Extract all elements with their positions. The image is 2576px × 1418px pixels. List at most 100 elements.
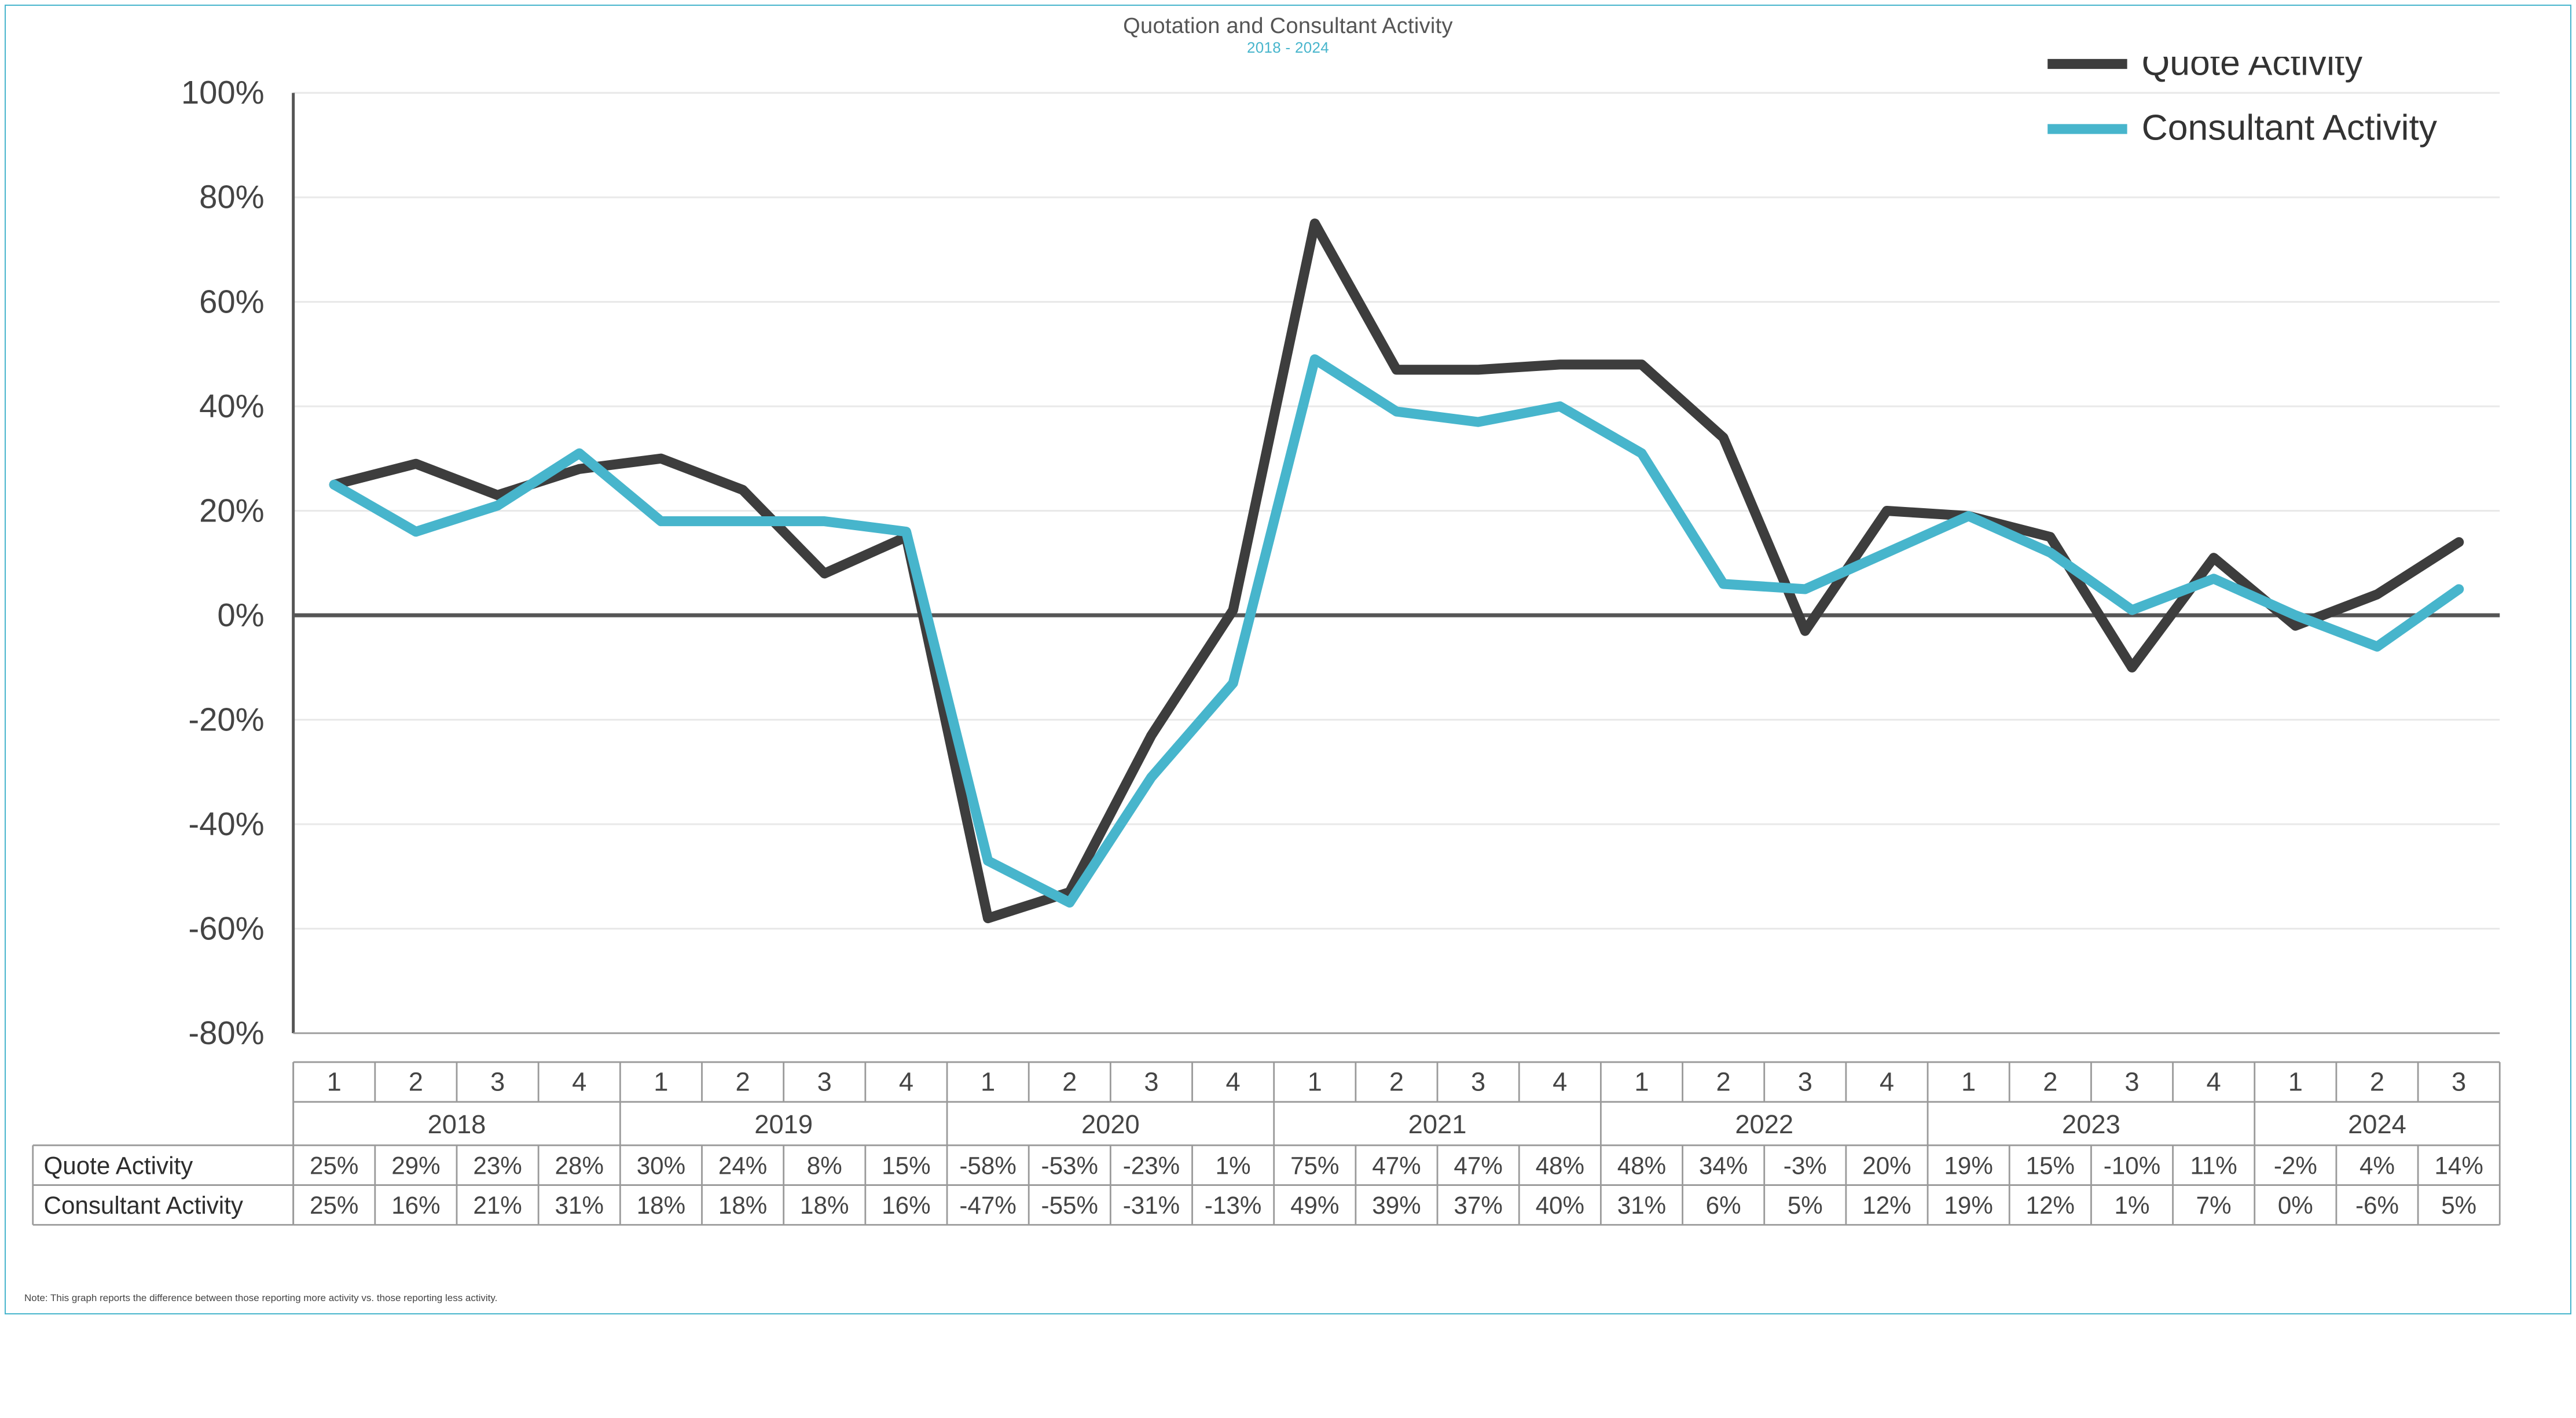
year-label: 2023 bbox=[2062, 1110, 2120, 1139]
chart-title: Quotation and Consultant Activity bbox=[22, 14, 2554, 39]
table-cell: -31% bbox=[1123, 1192, 1180, 1219]
legend-label: Quote Activity bbox=[2142, 57, 2364, 83]
quarter-label: 4 bbox=[572, 1067, 586, 1097]
quarter-label: 4 bbox=[1553, 1067, 1567, 1097]
table-cell: 14% bbox=[2434, 1152, 2483, 1179]
quarter-label: 2 bbox=[735, 1067, 750, 1097]
table-cell: 25% bbox=[310, 1152, 358, 1179]
y-tick-label: -40% bbox=[188, 806, 264, 842]
quarter-label: 2 bbox=[2370, 1067, 2384, 1097]
quarter-label: 3 bbox=[1471, 1067, 1485, 1097]
table-cell: 47% bbox=[1372, 1152, 1421, 1179]
chart-header: Quotation and Consultant Activity 2018 -… bbox=[22, 14, 2554, 57]
quarter-label: 3 bbox=[817, 1067, 832, 1097]
table-cell: 16% bbox=[391, 1192, 440, 1219]
table-cell: -53% bbox=[1041, 1152, 1098, 1179]
quarter-label: 3 bbox=[490, 1067, 505, 1097]
table-cell: 15% bbox=[882, 1152, 930, 1179]
quarter-label: 1 bbox=[1961, 1067, 1976, 1097]
table-cell: -6% bbox=[2355, 1192, 2399, 1219]
table-cell: 18% bbox=[718, 1192, 767, 1219]
quarter-label: 3 bbox=[1798, 1067, 1812, 1097]
quarter-label: 2 bbox=[1389, 1067, 1404, 1097]
table-cell: 75% bbox=[1290, 1152, 1339, 1179]
line-chart: -80%-60%-40%-20%0%20%40%60%80%100%123412… bbox=[22, 57, 2554, 1287]
y-tick-label: 60% bbox=[199, 283, 265, 319]
table-cell: 15% bbox=[2026, 1152, 2075, 1179]
y-tick-label: 80% bbox=[199, 179, 265, 215]
quarter-label: 3 bbox=[1144, 1067, 1158, 1097]
y-tick-label: 20% bbox=[199, 492, 265, 528]
table-cell: -3% bbox=[1784, 1152, 1827, 1179]
quarter-label: 1 bbox=[654, 1067, 668, 1097]
table-cell: 8% bbox=[807, 1152, 842, 1179]
y-tick-label: -60% bbox=[188, 910, 264, 946]
chart-note: Note: This graph reports the difference … bbox=[24, 1292, 2552, 1304]
table-cell: 28% bbox=[555, 1152, 604, 1179]
table-cell: 11% bbox=[2190, 1152, 2237, 1179]
quarter-label: 2 bbox=[409, 1067, 423, 1097]
table-cell: 6% bbox=[1706, 1192, 1741, 1219]
table-row-label: Consultant Activity bbox=[44, 1192, 243, 1219]
quarter-label: 1 bbox=[981, 1067, 995, 1097]
year-label: 2018 bbox=[428, 1110, 486, 1139]
table-cell: 16% bbox=[882, 1192, 930, 1219]
y-tick-label: -80% bbox=[188, 1015, 264, 1051]
y-tick-label: -20% bbox=[188, 701, 264, 737]
table-cell: 47% bbox=[1454, 1152, 1502, 1179]
table-cell: 18% bbox=[800, 1192, 849, 1219]
table-cell: 31% bbox=[1617, 1192, 1666, 1219]
legend-label: Consultant Activity bbox=[2142, 108, 2438, 148]
table-cell: 7% bbox=[2196, 1192, 2232, 1219]
quarter-label: 1 bbox=[2288, 1067, 2303, 1097]
table-cell: 21% bbox=[473, 1192, 522, 1219]
quarter-label: 1 bbox=[1308, 1067, 1322, 1097]
year-label: 2020 bbox=[1081, 1110, 1140, 1139]
quarter-label: 4 bbox=[1880, 1067, 1894, 1097]
quarter-label: 3 bbox=[2124, 1067, 2139, 1097]
table-cell: 12% bbox=[2026, 1192, 2075, 1219]
table-cell: 20% bbox=[1862, 1152, 1911, 1179]
quarter-label: 3 bbox=[2452, 1067, 2466, 1097]
quarter-label: 1 bbox=[1634, 1067, 1649, 1097]
table-cell: 18% bbox=[637, 1192, 685, 1219]
quarter-label: 2 bbox=[2043, 1067, 2057, 1097]
table-cell: -2% bbox=[2274, 1152, 2317, 1179]
y-tick-label: 0% bbox=[217, 597, 264, 633]
table-cell: -10% bbox=[2104, 1152, 2160, 1179]
table-cell: 24% bbox=[718, 1152, 767, 1179]
table-cell: 25% bbox=[310, 1192, 358, 1219]
table-cell: 48% bbox=[1536, 1152, 1584, 1179]
quarter-label: 2 bbox=[1062, 1067, 1077, 1097]
table-cell: 39% bbox=[1372, 1192, 1421, 1219]
year-label: 2024 bbox=[2348, 1110, 2406, 1139]
quarter-label: 1 bbox=[327, 1067, 342, 1097]
y-tick-label: 100% bbox=[181, 74, 265, 111]
table-cell: -55% bbox=[1041, 1192, 1098, 1219]
table-cell: 37% bbox=[1454, 1192, 1502, 1219]
table-cell: 30% bbox=[637, 1152, 685, 1179]
year-label: 2021 bbox=[1408, 1110, 1467, 1139]
table-cell: 19% bbox=[1944, 1192, 1992, 1219]
quarter-label: 4 bbox=[1226, 1067, 1241, 1097]
quarter-label: 4 bbox=[899, 1067, 913, 1097]
table-cell: -58% bbox=[959, 1152, 1016, 1179]
table-cell: 29% bbox=[391, 1152, 440, 1179]
chart-subtitle: 2018 - 2024 bbox=[22, 39, 2554, 57]
table-cell: -47% bbox=[959, 1192, 1016, 1219]
table-cell: 5% bbox=[2441, 1192, 2476, 1219]
table-row-label: Quote Activity bbox=[44, 1152, 193, 1179]
table-cell: 49% bbox=[1290, 1192, 1339, 1219]
table-cell: 34% bbox=[1699, 1152, 1748, 1179]
quarter-label: 2 bbox=[1716, 1067, 1731, 1097]
y-tick-label: 40% bbox=[199, 388, 265, 424]
table-cell: -23% bbox=[1123, 1152, 1180, 1179]
table-cell: 48% bbox=[1617, 1152, 1666, 1179]
table-cell: 23% bbox=[473, 1152, 522, 1179]
year-label: 2019 bbox=[754, 1110, 813, 1139]
table-cell: 12% bbox=[1862, 1192, 1911, 1219]
table-cell: -13% bbox=[1205, 1192, 1261, 1219]
series-line bbox=[334, 223, 2458, 918]
series-line bbox=[334, 359, 2458, 903]
table-cell: 19% bbox=[1944, 1152, 1992, 1179]
